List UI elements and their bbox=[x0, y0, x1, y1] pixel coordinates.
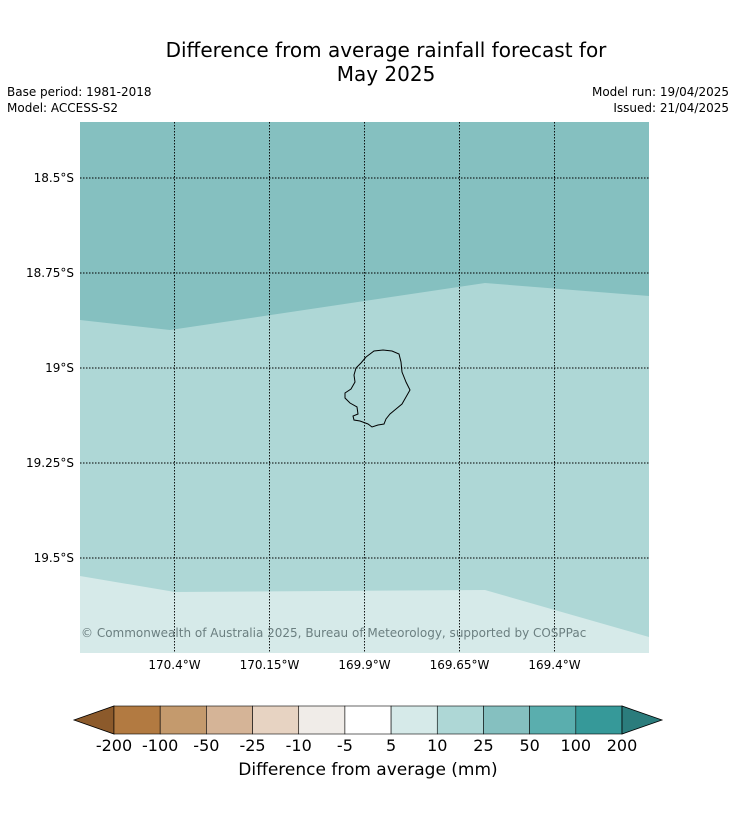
colorbar-segment bbox=[159, 705, 207, 735]
colorbar-tick-label: 5 bbox=[385, 736, 397, 755]
lat-label: 19.5°S bbox=[34, 551, 74, 565]
lat-label: 19°S bbox=[45, 361, 74, 375]
grid-lines bbox=[80, 122, 649, 653]
colorbar-segment bbox=[390, 705, 438, 735]
colorbar-extend-low bbox=[72, 705, 115, 735]
colorbar-tick-label: -50 bbox=[193, 736, 220, 755]
colorbar-segment bbox=[575, 705, 623, 735]
colorbar-tick-label: -25 bbox=[239, 736, 266, 755]
lon-label: 169.65°W bbox=[430, 658, 490, 672]
colorbar-tick-label: 25 bbox=[473, 736, 494, 755]
colorbar-segment bbox=[344, 705, 392, 735]
lon-labels: 170.4°W 170.15°W 169.9°W 169.65°W 169.4°… bbox=[148, 658, 580, 672]
colorbar-tick-label: 50 bbox=[519, 736, 540, 755]
colorbar bbox=[72, 705, 664, 735]
colorbar-tick-label: 100 bbox=[560, 736, 592, 755]
colorbar-tick-label: -10 bbox=[285, 736, 312, 755]
map: 18.5°S 18.75°S 19°S 19.25°S 19.5°S 170.4… bbox=[26, 122, 649, 672]
colorbar-extend-high bbox=[621, 705, 664, 735]
model-text: Model: ACCESS-S2 bbox=[7, 101, 119, 115]
colorbar-tick-label: 200 bbox=[606, 736, 638, 755]
colorbar-tick-label: 10 bbox=[427, 736, 448, 755]
colorbar-segment bbox=[483, 705, 530, 735]
lon-label: 170.4°W bbox=[148, 658, 200, 672]
colorbar-segment bbox=[529, 705, 577, 735]
colorbar-segment bbox=[298, 705, 346, 735]
title-line-1: Difference from average rainfall forecas… bbox=[165, 38, 607, 62]
title-line-2: May 2025 bbox=[336, 62, 436, 86]
chart-title: Difference from average rainfall forecas… bbox=[0, 38, 736, 86]
copyright-text: © Commonwealth of Australia 2025, Bureau… bbox=[81, 626, 586, 640]
colorbar-segment bbox=[436, 705, 484, 735]
colorbar-tick-label: -200 bbox=[95, 736, 133, 755]
base-period-text: Base period: 1981-2018 bbox=[7, 85, 152, 99]
lon-label: 170.15°W bbox=[240, 658, 300, 672]
colorbar-label: Difference from average (mm) bbox=[238, 760, 498, 780]
issued-text: Issued: 21/04/2025 bbox=[613, 101, 729, 115]
model-run-text: Model run: 19/04/2025 bbox=[591, 85, 729, 99]
colorbar-tick-label: -5 bbox=[336, 736, 353, 755]
lat-labels: 18.5°S 18.75°S 19°S 19.25°S 19.5°S bbox=[26, 171, 74, 565]
lon-label: 169.9°W bbox=[338, 658, 390, 672]
meta-left: Base period: 1981-2018 Model: ACCESS-S2 bbox=[7, 84, 152, 116]
lat-label: 18.5°S bbox=[34, 171, 74, 185]
colorbar-segment bbox=[206, 705, 253, 735]
meta-right: Model run: 19/04/2025 Issued: 21/04/2025 bbox=[592, 84, 729, 116]
colorbar-segment bbox=[252, 705, 300, 735]
colorbar-tick-label: -100 bbox=[142, 736, 179, 755]
niue-coastline bbox=[344, 349, 411, 428]
colorbar-segment bbox=[113, 705, 161, 735]
lon-label: 169.4°W bbox=[528, 658, 580, 672]
lat-label: 18.75°S bbox=[26, 266, 74, 280]
lat-label: 19.25°S bbox=[26, 456, 74, 470]
